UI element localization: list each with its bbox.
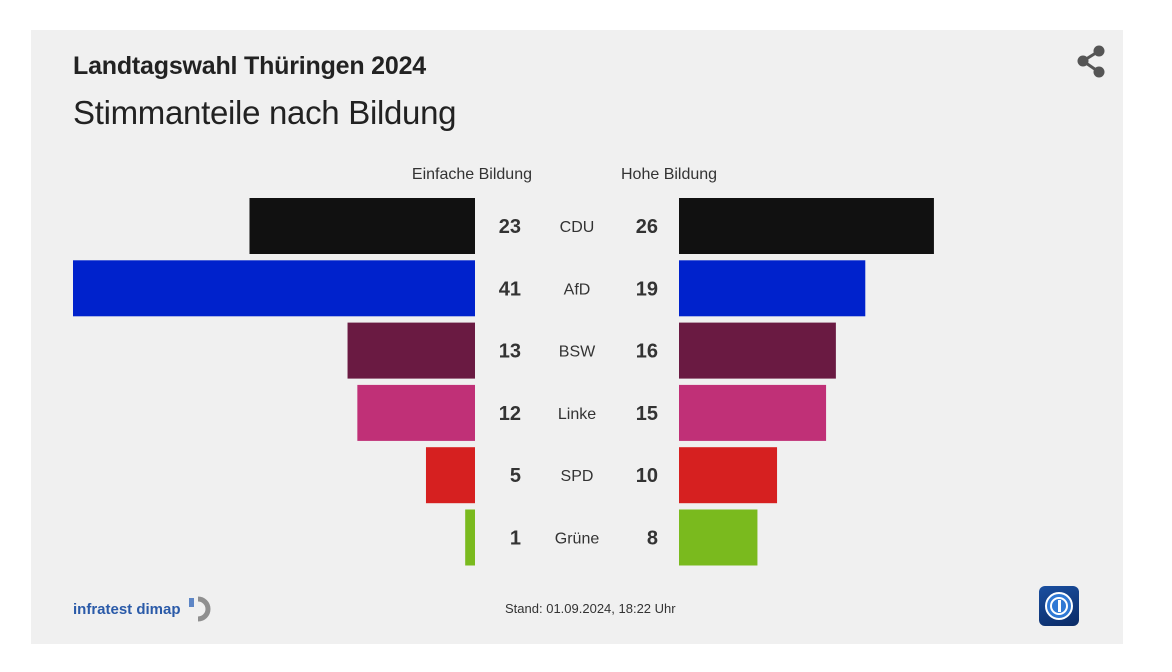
- legend-left-series: Einfache Bildung: [412, 166, 532, 183]
- value-right-spd: 10: [636, 465, 658, 487]
- bar-left-bsw: [347, 322, 475, 379]
- bar-left-gruene: [465, 509, 475, 566]
- value-right-cdu: 26: [636, 216, 658, 238]
- bar-right-linke: [679, 384, 827, 441]
- bar-right-cdu: [679, 198, 934, 254]
- value-right-afd: 19: [636, 278, 658, 300]
- value-left-linke: 12: [499, 403, 521, 425]
- butterfly-bar-chart: Einfache Bildung Hohe Bildung 23 CDU 26 41 AfD…: [73, 166, 934, 566]
- infratest-dimap-logo-icon: [188, 596, 211, 622]
- value-right-bsw: 16: [636, 341, 658, 363]
- value-right-gruene: 8: [647, 528, 658, 550]
- bar-right-gruene: [679, 509, 758, 566]
- legend-right-series: Hohe Bildung: [621, 166, 717, 183]
- value-left-gruene: 1: [510, 528, 521, 550]
- category-label-cdu: CDU: [560, 219, 595, 236]
- category-label-gruene: Grüne: [555, 531, 600, 548]
- source-logo: infratest dimap: [73, 596, 215, 622]
- source-name: infratest dimap: [73, 600, 181, 618]
- share-icon: [1077, 45, 1105, 78]
- category-label-linke: Linke: [558, 406, 596, 423]
- value-right-linke: 15: [636, 403, 658, 425]
- share-button[interactable]: [1073, 44, 1109, 80]
- value-left-spd: 5: [510, 465, 521, 487]
- bar-right-afd: [679, 260, 866, 317]
- chart-title: Landtagswahl Thüringen 2024: [73, 52, 426, 80]
- bar-left-cdu: [249, 198, 475, 254]
- bar-left-linke: [357, 384, 475, 441]
- bar-right-bsw: [679, 322, 836, 379]
- category-label-afd: AfD: [564, 281, 591, 298]
- chart-subtitle: Stimmanteile nach Bildung: [73, 94, 457, 131]
- chart-card: Landtagswahl Thüringen 2024 Stimmanteile…: [31, 30, 1123, 644]
- timestamp: Stand: 01.09.2024, 18:22 Uhr: [505, 601, 676, 616]
- timestamp-label: Stand:: [505, 601, 543, 616]
- bar-left-spd: [425, 447, 475, 504]
- category-label-bsw: BSW: [559, 344, 596, 361]
- bar-right-spd: [679, 447, 778, 504]
- value-left-cdu: 23: [499, 216, 521, 238]
- bar-left-afd: [73, 260, 475, 317]
- timestamp-value: 01.09.2024, 18:22 Uhr: [546, 601, 676, 616]
- value-left-bsw: 13: [499, 341, 521, 363]
- category-label-spd: SPD: [561, 468, 594, 485]
- tagesschau-logo-icon: [1039, 586, 1079, 626]
- value-left-afd: 41: [499, 278, 521, 300]
